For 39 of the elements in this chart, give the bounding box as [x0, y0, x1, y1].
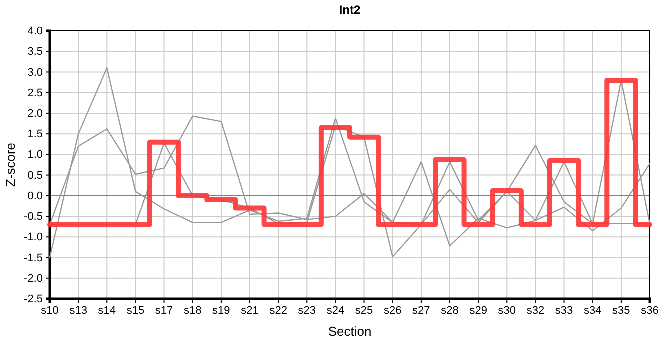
x-tick-label: s24	[326, 304, 345, 317]
x-tick-label: s27	[412, 304, 430, 317]
y-tick-label: -1.0	[24, 232, 43, 244]
y-tick-label: 3.0	[28, 66, 43, 79]
x-tick-label: s18	[184, 304, 202, 317]
y-axis-title: Z-score	[3, 142, 18, 188]
y-tick-label: -1.5	[24, 252, 43, 264]
x-tick-label: s19	[212, 304, 230, 317]
x-tick-label: s23	[298, 304, 316, 317]
x-tick-label: s28	[441, 304, 459, 317]
x-tick-label: s34	[584, 304, 602, 317]
x-tick-label: s17	[155, 304, 174, 317]
y-tick-label: 1.5	[28, 128, 43, 141]
x-tick-label: s32	[526, 304, 545, 317]
y-tick-label: -0.5	[24, 211, 43, 224]
y-tick-label: 3.5	[28, 46, 43, 58]
y-tick-label: -2.5	[24, 294, 43, 306]
x-tick-label: s14	[98, 304, 116, 317]
y-tick-label: 2.0	[28, 108, 43, 120]
y-tick-label: -2.0	[24, 272, 43, 285]
x-axis-title: Section	[328, 324, 372, 339]
x-tick-label: s15	[126, 304, 145, 317]
x-tick-label: s29	[470, 304, 488, 317]
x-tick-label: s25	[355, 304, 374, 317]
y-tick-label: 1.0	[28, 149, 43, 162]
x-tick-label: s35	[612, 304, 630, 317]
x-tick-label: s36	[641, 304, 659, 317]
y-tick-label: 2.5	[28, 87, 43, 100]
y-tick-label: 4.0	[28, 26, 43, 38]
y-tick-label: 0.5	[28, 170, 43, 182]
x-tick-label: s21	[241, 304, 259, 317]
chart-title: Int2	[339, 3, 361, 17]
x-tick-label: s10	[41, 304, 59, 317]
x-tick-label: s33	[555, 304, 574, 317]
y-tick-label: 0.0	[28, 190, 43, 202]
x-tick-label: s26	[384, 304, 402, 317]
x-tick-label: s13	[70, 304, 88, 317]
x-tick-label: s30	[498, 304, 516, 317]
x-tick-label: s22	[270, 304, 288, 317]
